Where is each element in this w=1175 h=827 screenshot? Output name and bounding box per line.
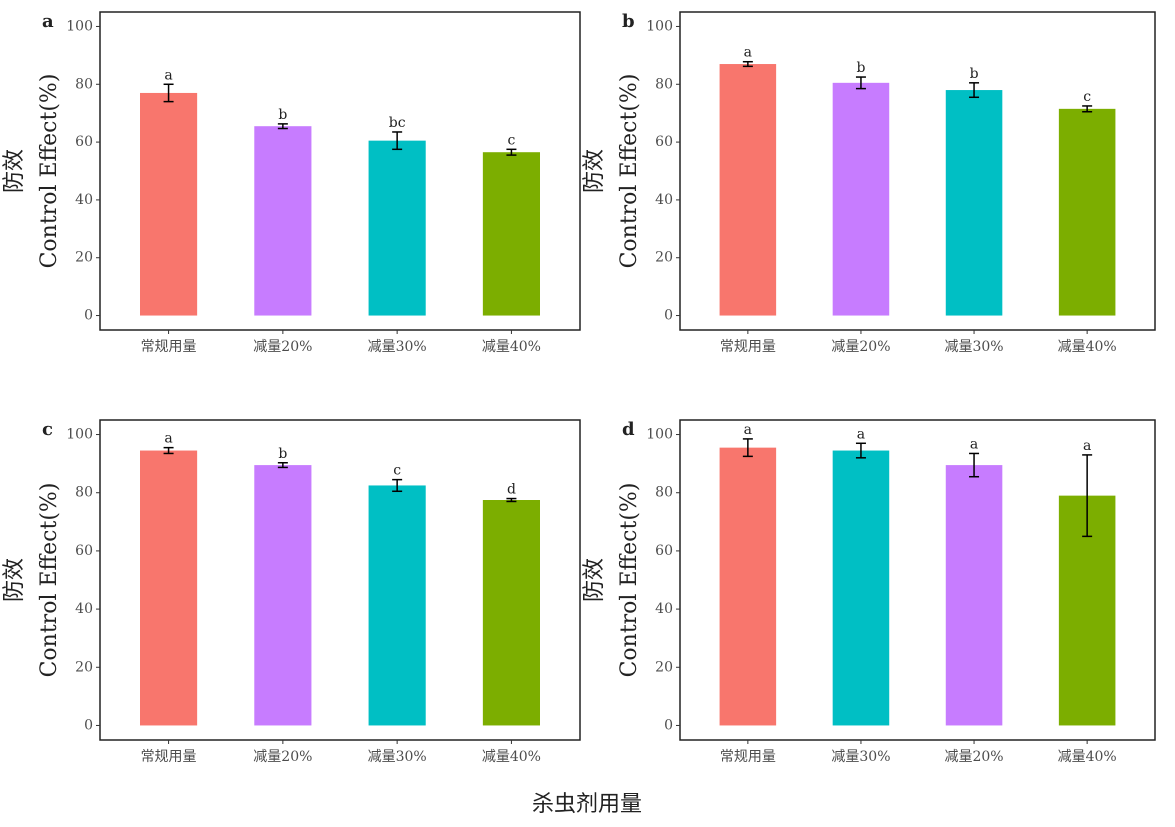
bar [368,485,426,726]
x-tick-label: 减量40% [482,339,541,355]
bar [945,90,1003,316]
x-tick-label: 减量40% [482,749,541,765]
significance-label: c [393,463,401,479]
plot-frame [99,11,581,331]
significance-label: a [744,45,752,61]
panel-label: b [622,11,635,32]
significance-label: b [970,66,979,82]
y-tick-label: 20 [655,659,673,675]
significance-label: a [744,422,752,438]
x-tick-label: 减量30% [944,339,1003,355]
y-tick-label: 80 [75,485,93,501]
y-axis-title: Control Effect(%) [37,74,62,269]
y-tick-label: 20 [655,250,673,266]
y-tick-label: 100 [66,427,93,443]
bar [368,140,426,316]
bar [832,450,890,726]
x-tick-label: 减量20% [831,339,890,355]
y-tick-label: 80 [655,485,673,501]
y-tick-label: 100 [646,18,673,34]
y-axis-title: 防效 [2,149,27,193]
x-tick-label: 减量20% [944,749,1003,765]
x-tick-label: 减量20% [253,339,312,355]
plot-frame [99,419,581,741]
x-tick-label: 常规用量 [141,339,197,355]
x-tick-label: 常规用量 [720,339,776,355]
y-tick-label: 60 [655,543,673,559]
y-tick-label: 0 [664,717,673,733]
y-tick-label: 100 [646,427,673,443]
y-axis-title: Control Effect(%) [37,483,62,678]
bar [482,500,540,726]
bar [719,447,777,726]
bar [1058,108,1116,316]
bar [254,126,312,316]
x-tick-label: 减量30% [368,339,427,355]
y-axis-title: 防效 [582,149,607,193]
y-tick-label: 20 [75,250,93,266]
panel-label: a [42,11,54,32]
significance-label: a [1083,438,1091,454]
panel-label: c [42,419,53,440]
x-tick-label: 减量30% [831,749,890,765]
significance-label: a [164,431,172,447]
y-tick-label: 40 [75,192,93,208]
significance-label: c [508,132,516,148]
significance-label: d [507,482,516,498]
x-tick-label: 减量30% [368,749,427,765]
plot-frame [679,419,1156,741]
y-tick-label: 80 [655,76,673,92]
x-tick-label: 常规用量 [141,749,197,765]
bar [140,450,198,726]
x-tick-label: 减量40% [1058,749,1117,765]
significance-label: c [1083,89,1091,105]
x-tick-label: 减量20% [253,749,312,765]
significance-label: b [278,107,287,123]
y-tick-label: 40 [655,601,673,617]
y-tick-label: 60 [655,134,673,150]
bar [254,465,312,726]
significance-label: b [278,446,287,462]
significance-label: b [856,60,865,76]
y-tick-label: 60 [75,134,93,150]
bar [719,64,777,316]
y-tick-label: 20 [75,659,93,675]
y-axis-title: Control Effect(%) [617,74,642,269]
significance-label: a [970,436,978,452]
bar [945,465,1003,726]
y-tick-label: 100 [66,18,93,34]
y-axis-title: 防效 [582,558,607,602]
y-axis-title: 防效 [2,558,27,602]
bar [482,152,540,316]
y-tick-label: 0 [84,308,93,324]
x-tick-label: 常规用量 [720,749,776,765]
significance-label: bc [389,115,406,131]
significance-label: a [857,426,865,442]
panel-label: d [622,419,635,440]
x-tick-label: 减量40% [1058,339,1117,355]
significance-label: a [164,67,172,83]
y-tick-label: 40 [655,192,673,208]
plot-frame [679,11,1156,331]
y-tick-label: 80 [75,76,93,92]
y-tick-label: 0 [84,717,93,733]
bar [140,92,198,316]
y-tick-label: 0 [664,308,673,324]
y-axis-title: Control Effect(%) [617,483,642,678]
y-tick-label: 40 [75,601,93,617]
y-tick-label: 60 [75,543,93,559]
bar [832,82,890,316]
x-axis-title: 杀虫剂用量 [532,792,642,817]
